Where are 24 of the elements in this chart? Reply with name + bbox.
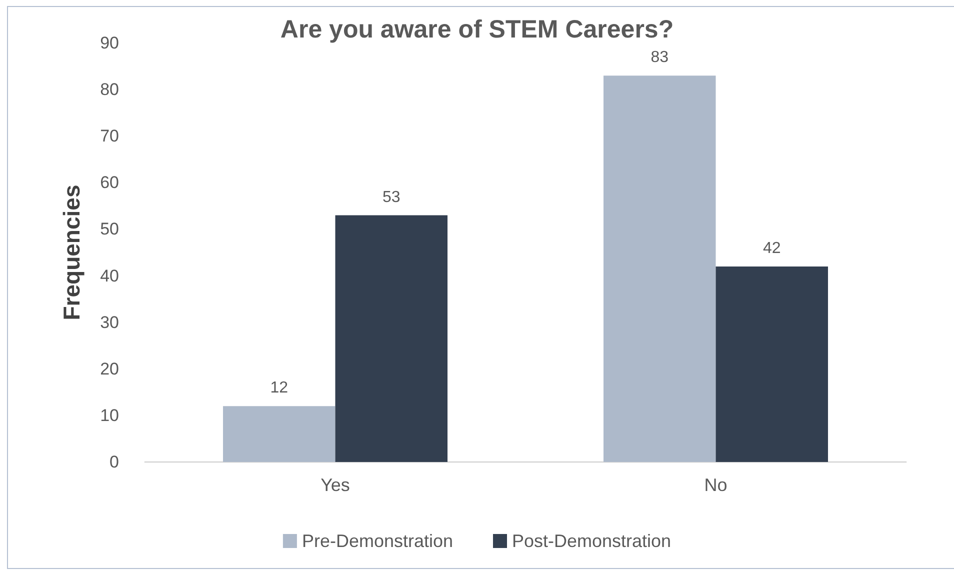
y-tick-label: 40 — [100, 266, 119, 286]
y-tick-label: 30 — [100, 312, 119, 332]
x-tick-label: Yes — [320, 475, 350, 495]
y-tick-label: 50 — [100, 220, 119, 239]
data-label: 42 — [762, 240, 781, 257]
y-tick-label: 20 — [100, 359, 119, 378]
data-label: 83 — [650, 49, 669, 66]
y-tick-label: 90 — [100, 34, 119, 52]
bar — [716, 266, 828, 462]
bar — [604, 76, 716, 462]
y-tick-label: 60 — [100, 173, 119, 192]
y-tick-label: 10 — [100, 406, 119, 425]
x-tick-label: No — [704, 475, 728, 495]
y-tick-label: 70 — [100, 126, 119, 146]
legend-label: Post-Demonstration — [512, 531, 672, 551]
chart-title: Are you aware of STEM Careers? — [280, 16, 674, 44]
y-tick-label: 80 — [100, 80, 119, 100]
data-label: 12 — [270, 380, 288, 397]
y-axis-title: Frequencies — [58, 184, 84, 320]
bar — [335, 215, 448, 462]
y-tick-label: 0 — [110, 452, 119, 472]
bar — [223, 406, 336, 462]
data-label: 53 — [382, 188, 400, 206]
legend-label: Pre-Demonstration — [302, 531, 453, 551]
